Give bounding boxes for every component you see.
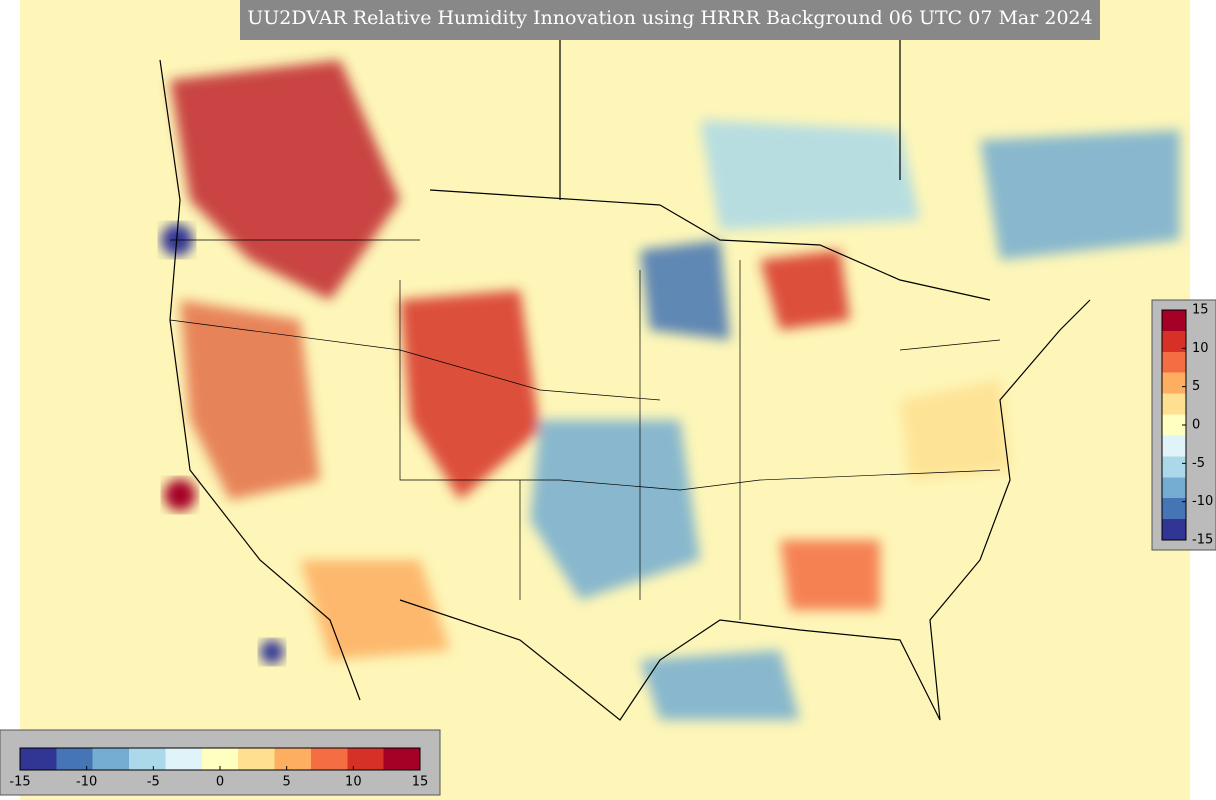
tick-label: 0 xyxy=(216,775,224,790)
tick-label: -10 xyxy=(76,775,97,790)
tick-label: 10 xyxy=(345,775,362,790)
map-title: UU2DVAR Relative Humidity Innovation usi… xyxy=(247,7,1092,29)
tick-label: -5 xyxy=(1192,456,1205,471)
tick-label: 15 xyxy=(412,775,429,790)
tick-label: 10 xyxy=(1192,341,1209,356)
tick-label: 15 xyxy=(1192,303,1209,318)
tick-label: 0 xyxy=(1192,418,1200,433)
tick-label: 5 xyxy=(1192,379,1200,394)
tick-label: -15 xyxy=(9,775,30,790)
map-field xyxy=(20,0,1190,800)
tick-label: 5 xyxy=(283,775,291,790)
title-box xyxy=(240,0,1100,40)
tick-label: -5 xyxy=(147,775,160,790)
tick-label: -15 xyxy=(1192,533,1213,548)
tick-label: -10 xyxy=(1192,494,1213,509)
